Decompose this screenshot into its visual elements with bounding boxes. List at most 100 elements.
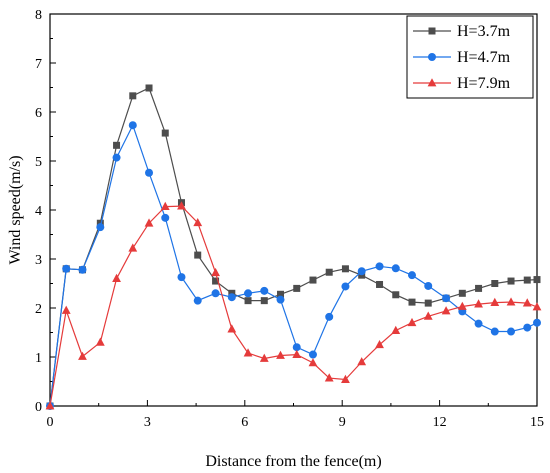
data-point: [277, 290, 285, 298]
y-tick-label: 6: [35, 106, 42, 121]
data-point: [457, 301, 467, 310]
data-point: [293, 284, 301, 292]
data-point: [112, 153, 121, 162]
data-point: [260, 297, 268, 305]
data-point: [161, 129, 169, 137]
data-point: [391, 325, 401, 334]
data-point: [259, 353, 269, 362]
data-point: [177, 201, 186, 210]
data-point: [324, 373, 334, 382]
data-point: [533, 318, 541, 327]
data-point: [193, 296, 202, 305]
data-point: [474, 299, 483, 308]
data-point: [244, 297, 252, 305]
data-point: [161, 213, 170, 222]
data-point: [341, 374, 350, 383]
data-point: [442, 294, 451, 303]
data-point: [194, 251, 202, 259]
x-tick-label: 0: [47, 415, 54, 430]
data-point: [276, 350, 285, 359]
data-point: [423, 311, 433, 320]
data-point: [408, 271, 417, 280]
x-axis-title: Distance from the fence(m): [205, 453, 381, 470]
data-point: [441, 306, 451, 315]
data-point: [392, 291, 400, 299]
data-point: [95, 337, 105, 346]
data-point: [78, 265, 87, 274]
data-point: [408, 298, 416, 306]
data-point: [357, 357, 367, 366]
data-point: [309, 276, 317, 284]
data-point: [407, 317, 417, 327]
legend-marker: [428, 27, 436, 35]
data-point: [129, 92, 137, 100]
data-point: [177, 273, 186, 282]
data-point: [491, 280, 499, 287]
series-layer: [45, 84, 542, 410]
y-tick-label: 0: [35, 400, 42, 415]
data-point: [458, 289, 466, 297]
y-axis-ticks: 0 1 2 3 4 5 6 7 8: [35, 8, 56, 415]
legend-item: H=7.9m: [413, 75, 511, 92]
y-axis-title: Wind speed(m/s): [7, 155, 24, 264]
data-point: [506, 297, 516, 306]
data-point: [78, 351, 87, 360]
data-point: [276, 295, 285, 304]
legend-label: H=4.7m: [457, 49, 511, 66]
data-point: [490, 327, 499, 336]
data-point: [292, 343, 301, 352]
y-tick-label: 2: [35, 302, 42, 317]
y-tick-label: 4: [35, 204, 42, 219]
legend-label: H=7.9m: [457, 75, 511, 92]
data-point: [523, 323, 532, 332]
y-tick-label: 8: [35, 8, 42, 23]
data-point: [507, 327, 516, 336]
data-point: [357, 267, 366, 276]
data-point: [145, 84, 153, 92]
data-point: [45, 401, 55, 410]
data-point: [227, 293, 236, 302]
data-point: [507, 277, 515, 285]
x-tick-label: 3: [144, 415, 151, 430]
x-tick-label: 9: [339, 415, 346, 430]
data-point: [532, 302, 542, 311]
data-point: [145, 168, 154, 177]
data-point: [424, 299, 432, 307]
legend-marker: [428, 53, 436, 61]
data-point: [308, 350, 317, 359]
data-point: [128, 121, 137, 130]
y-tick-label: 3: [35, 253, 42, 268]
legend: H=3.7m H=4.7m H=7.9m: [406, 15, 534, 99]
data-point: [475, 284, 483, 292]
data-point: [325, 268, 333, 276]
data-point: [160, 201, 170, 210]
data-point: [474, 319, 483, 328]
data-point: [193, 217, 203, 227]
data-point: [96, 223, 105, 232]
data-point: [144, 218, 154, 227]
data-point: [62, 264, 71, 273]
data-point: [375, 262, 384, 271]
x-tick-label: 6: [241, 415, 248, 430]
data-point: [391, 264, 400, 273]
data-point: [260, 286, 269, 295]
data-point: [490, 297, 500, 307]
legend-item: H=3.7m: [413, 23, 511, 40]
data-point: [211, 289, 220, 298]
data-point: [112, 273, 121, 282]
y-tick-label: 7: [35, 57, 42, 72]
data-point: [523, 276, 531, 284]
data-point: [212, 277, 220, 285]
x-tick-label: 15: [530, 415, 544, 430]
data-point: [292, 349, 302, 358]
data-point: [113, 141, 121, 149]
series-3: [45, 201, 542, 410]
data-point: [341, 282, 350, 291]
legend-item: H=4.7m: [413, 49, 511, 66]
data-point: [128, 243, 138, 252]
y-tick-label: 1: [35, 351, 42, 366]
data-point: [341, 265, 349, 273]
y-tick-label: 5: [35, 155, 42, 170]
data-point: [243, 348, 253, 357]
